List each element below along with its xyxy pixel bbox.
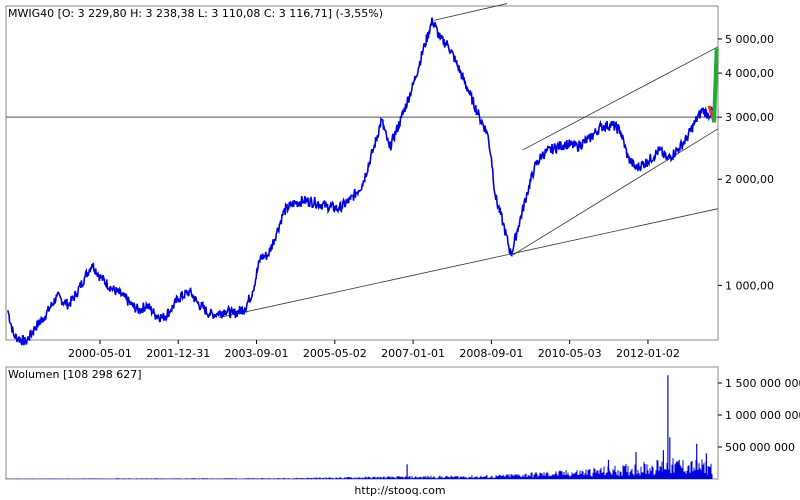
price-x-tick-label: 2010-05-03 (538, 347, 602, 360)
price-x-tick-label: 2005-05-02 (303, 347, 367, 360)
forecast-up-line (712, 48, 719, 123)
price-x-tick-label: 2008-09-01 (459, 347, 523, 360)
volume-y-tick-label: 500 000 000 (725, 441, 795, 454)
volume-y-axis: 500 000 000 1 000 000 000 1 500 000 000 (718, 377, 800, 454)
volume-panel-frame (5, 366, 719, 480)
price-y-tick-label: 4 000,00 (725, 67, 774, 80)
trend-line (219, 208, 719, 319)
price-panel-frame (5, 5, 719, 341)
price-chart-title: MWIG40 [O: 3 229,80 H: 3 238,38 L: 3 110… (8, 7, 383, 20)
price-x-tick-label: 2012-01-02 (616, 347, 680, 360)
price-y-tick-label: 3 000,00 (725, 111, 774, 124)
trend-line (522, 46, 719, 151)
trend-line (512, 128, 719, 256)
price-x-axis: 2000-05-01 2001-12-31 2003-09-01 2005-05-02… (68, 340, 680, 360)
trend-line (434, 3, 508, 21)
price-y-tick-label: 2 000,00 (725, 173, 774, 186)
price-x-tick-label: 2007-01-01 (381, 347, 445, 360)
volume-bars (5, 375, 713, 479)
price-y-tick-label: 1 000,00 (725, 279, 774, 292)
price-series-line (7, 17, 713, 346)
price-x-tick-label: 2003-09-01 (225, 347, 289, 360)
price-x-tick-label: 2000-05-01 (68, 347, 132, 360)
trend-lines (219, 3, 719, 319)
price-y-axis: 1 000,00 2 000,00 3 000,00 4 000,00 5 000,00 (718, 33, 774, 292)
volume-y-tick-label: 1 000 000 000 (725, 409, 800, 422)
price-x-tick-label: 2001-12-31 (146, 347, 210, 360)
volume-chart-title: Wolumen [108 298 627] (8, 368, 142, 381)
price-y-tick-label: 5 000,00 (725, 33, 774, 46)
source-footer: http://stooq.com (354, 484, 446, 497)
volume-y-tick-label: 1 500 000 000 (725, 377, 800, 390)
